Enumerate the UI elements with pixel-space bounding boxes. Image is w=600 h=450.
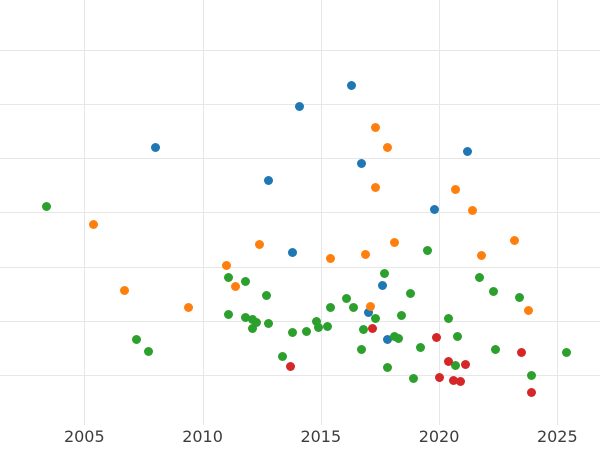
scatter-point-orange <box>325 253 335 263</box>
scatter-point-blue <box>264 175 274 185</box>
scatter-point-green <box>526 370 536 380</box>
scatter-point-green <box>224 272 234 282</box>
plot-area <box>0 0 600 425</box>
scatter-point-green <box>389 331 399 341</box>
h-gridline <box>0 321 600 322</box>
scatter-point-orange <box>361 249 371 259</box>
scatter-point-blue <box>462 146 472 156</box>
scatter-point-green <box>240 312 250 322</box>
scatter-point-green <box>370 313 380 323</box>
scatter-point-blue <box>295 101 304 111</box>
v-gridline <box>439 0 440 425</box>
scatter-point-red <box>455 376 465 386</box>
scatter-point-orange <box>231 281 241 291</box>
scatter-point-green <box>252 317 262 327</box>
scatter-point-blue <box>356 158 366 168</box>
scatter-point-green <box>278 351 288 361</box>
h-gridline <box>0 375 600 376</box>
scatter-point-green <box>325 302 335 312</box>
scatter-point-green <box>394 333 404 343</box>
scatter-point-orange <box>451 184 461 194</box>
scatter-point-blue <box>377 280 387 290</box>
scatter-point-green <box>261 290 271 300</box>
scatter-point-red <box>368 323 378 333</box>
scatter-point-red <box>432 332 442 342</box>
scatter-point-orange <box>467 205 477 215</box>
scatter-point-green <box>408 373 418 383</box>
scatter-point-green <box>451 360 461 370</box>
scatter-point-orange <box>510 235 520 245</box>
scatter-point-green <box>302 326 312 336</box>
scatter-point-green <box>514 292 524 302</box>
scatter-point-green <box>415 342 425 352</box>
scatter-point-orange <box>370 182 380 192</box>
h-gridline <box>0 212 600 213</box>
scatter-point-green <box>41 201 51 211</box>
scatter-point-orange <box>183 302 193 312</box>
scatter-point-green <box>444 313 453 323</box>
scatter-point-green <box>358 324 368 334</box>
scatter-point-green <box>396 310 406 320</box>
scatter-point-red <box>517 347 527 357</box>
x-tick-label: 2020 <box>418 427 460 446</box>
scatter-point-blue <box>382 334 392 344</box>
scatter-point-red <box>444 356 453 366</box>
scatter-point-blue <box>347 80 357 90</box>
scatter-point-green <box>453 331 463 341</box>
scatter-point-green <box>422 245 432 255</box>
scatter-point-green <box>382 362 392 372</box>
v-gridline <box>321 0 322 425</box>
scatter-point-orange <box>370 122 380 132</box>
scatter-point-green <box>240 276 250 286</box>
scatter-point-green <box>474 272 484 282</box>
scatter-point-orange <box>389 237 399 247</box>
scatter-point-red <box>448 375 458 385</box>
scatter-point-green <box>131 334 141 344</box>
scatter-point-blue <box>429 204 439 214</box>
scatter-point-orange <box>221 260 231 270</box>
scatter-point-red <box>285 361 295 371</box>
scatter-point-green <box>264 318 274 328</box>
scatter-point-green <box>323 321 333 331</box>
scatter-point-orange <box>254 239 264 249</box>
scatter-point-green <box>247 323 257 333</box>
scatter-point-orange <box>365 301 375 311</box>
scatter-point-blue <box>363 307 373 317</box>
x-tick-label: 2025 <box>536 427 578 446</box>
v-gridline <box>557 0 558 425</box>
scatter-point-orange <box>524 305 534 315</box>
scatter-point-green <box>247 314 257 324</box>
x-tick-label: 2005 <box>63 427 105 446</box>
scatter-point-green <box>488 286 498 296</box>
scatter-point-red <box>526 387 536 397</box>
scatter-point-green <box>313 322 323 332</box>
scatter-point-green <box>143 346 153 356</box>
h-gridline <box>0 50 600 51</box>
scatter-point-green <box>491 344 501 354</box>
v-gridline <box>84 0 85 425</box>
scatter-point-orange <box>382 142 392 152</box>
scatter-point-green <box>224 309 234 319</box>
scatter-point-green <box>311 316 321 326</box>
h-gridline <box>0 267 600 268</box>
scatter-point-green <box>287 327 297 337</box>
scatter-point-green <box>356 344 366 354</box>
x-tick-label: 2010 <box>182 427 223 446</box>
scatter-point-orange <box>477 250 487 260</box>
scatter-point-blue <box>150 142 160 152</box>
scatter-point-green <box>380 268 390 278</box>
scatter-point-green <box>349 302 359 312</box>
scatter-point-green <box>562 347 572 357</box>
scatter-point-red <box>460 359 470 369</box>
scatter-point-orange <box>120 285 129 295</box>
h-gridline <box>0 158 600 159</box>
v-gridline <box>203 0 204 425</box>
scatter-point-red <box>434 372 444 382</box>
scatter-point-green <box>342 293 352 303</box>
scatter-point-green <box>406 288 416 298</box>
x-tick-label: 2015 <box>300 427 342 446</box>
scatter-point-orange <box>89 219 99 229</box>
scatter-point-blue <box>287 247 297 257</box>
